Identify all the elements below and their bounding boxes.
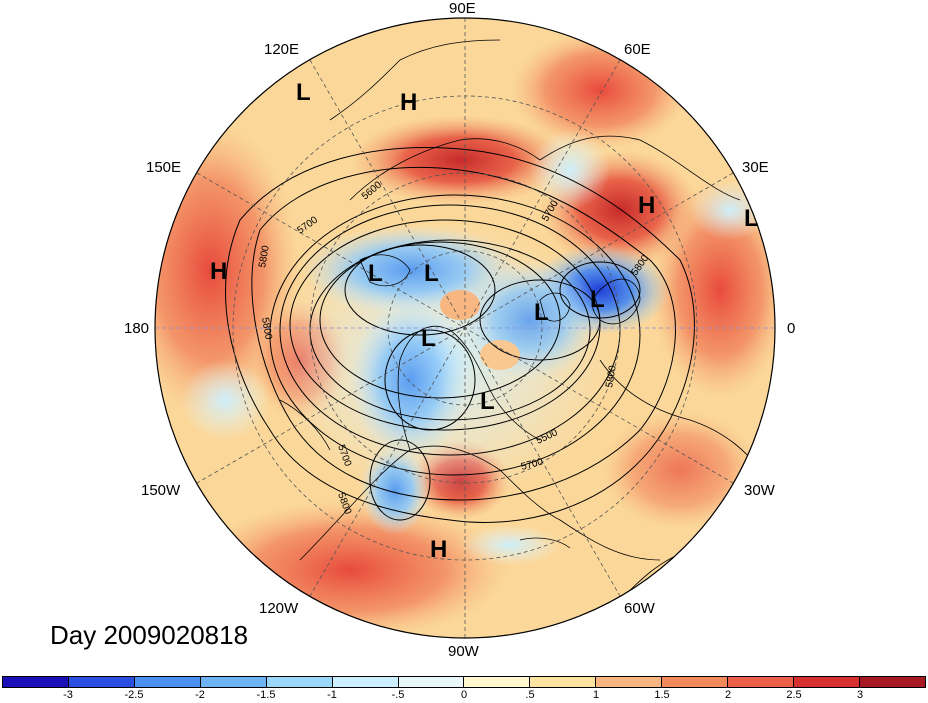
lon-label: 120E (264, 41, 300, 58)
colorbar-tick-label: -1 (327, 689, 337, 701)
lon-label: 120W (259, 600, 299, 617)
pressure-center: L (421, 325, 436, 352)
pressure-center: L (480, 388, 495, 415)
pressure-center: L (744, 205, 759, 232)
pressure-center: L (534, 299, 549, 326)
colorbar-ticks: -3 -2.5 -2 -1.5 -1 -.5 0 .5 1 1.5 2 2.5 3 (2, 689, 926, 703)
day-title: Day 2009020818 (50, 620, 249, 650)
colorbar-tick-label: -3 (63, 689, 73, 701)
lon-label: 150W (141, 482, 181, 499)
colorbar-swatch (266, 677, 333, 687)
colorbar-swatch (794, 677, 860, 687)
lon-label: 150E (146, 159, 182, 176)
colorbar-swatch (464, 677, 531, 687)
colorbar-tick-label: -1.5 (256, 689, 276, 701)
colorbar-swatch (859, 677, 925, 687)
colorbar-tick-label: 0 (460, 689, 468, 701)
colorbar-tick-label: 1.5 (654, 689, 670, 701)
colorbar-tick-label: 2 (724, 689, 732, 701)
contour-label: 5800 (604, 364, 619, 388)
colorbar-swatch (728, 677, 795, 687)
pressure-center: H (400, 89, 417, 116)
lon-label: 30W (744, 482, 775, 499)
lon-label: 60W (624, 600, 655, 617)
colorbar-tick-label: .5 (525, 689, 535, 701)
graticule (155, 18, 775, 638)
colorbar-swatch (68, 677, 135, 687)
lon-label: 180 (124, 320, 150, 337)
colorbar-swatch (530, 677, 597, 687)
pressure-center: L (590, 286, 605, 313)
pressure-center: L (424, 260, 439, 287)
colorbar-tick-label: 3 (856, 689, 864, 701)
colorbar-swatch (398, 677, 465, 687)
colorbar-swatch (200, 677, 267, 687)
height-contours (225, 147, 695, 523)
map-boundary (154, 17, 776, 639)
pressure-center: H (430, 536, 447, 563)
pressure-center: L (368, 260, 383, 287)
pressure-center: L (296, 79, 311, 106)
colorbar-tick-label: -.5 (391, 689, 405, 701)
colorbar-tick-label: 2.5 (786, 689, 802, 701)
colorbar-tick-label: -2.5 (124, 689, 144, 701)
lon-label: 60E (624, 41, 651, 58)
pressure-center: H (638, 192, 655, 219)
colorbar-tick-label: -2 (195, 689, 205, 701)
colorbar-swatch (3, 677, 69, 687)
contour-label: 5800 (259, 317, 274, 341)
colorbar-swatch (134, 677, 201, 687)
contour-label: 5800 (257, 244, 272, 268)
lon-label: 90W (448, 643, 479, 660)
colorbar-swatch (596, 677, 663, 687)
colorbar-swatch (662, 677, 729, 687)
colorbar (2, 676, 926, 688)
lon-label: 30E (742, 159, 769, 176)
colorbar-tick-label: 1 (592, 689, 600, 701)
pressure-center: H (210, 258, 227, 285)
colorbar-swatch (332, 677, 399, 687)
anomaly-field (155, 18, 775, 638)
pressure-centers: L H H L H L L L L L L H (210, 79, 759, 563)
lon-label: 90E (449, 0, 476, 17)
lon-label: 0 (787, 320, 796, 337)
